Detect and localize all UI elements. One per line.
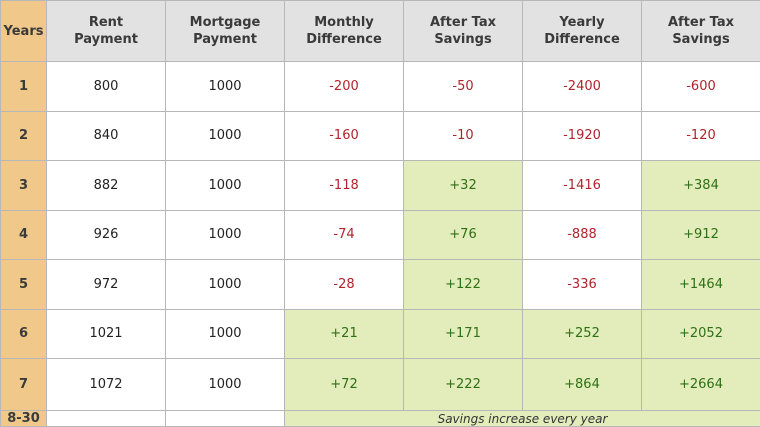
yearly-difference-cell: +252	[522, 308, 642, 360]
mortgage-cell: 1000	[165, 308, 285, 360]
yearly-savings-cell: +384	[641, 160, 760, 211]
table-row: 3 882 1000 -118 +32 -1416 +384	[0, 160, 760, 211]
table-row: 2 840 1000 -160 -10 -1920 -120	[0, 110, 760, 162]
monthly-difference-cell: +72	[284, 358, 404, 411]
year-cell: 4	[0, 209, 47, 261]
monthly-difference-cell: +21	[284, 308, 404, 360]
header-yearly-after-tax-savings: After Tax Savings	[641, 0, 760, 62]
yearly-savings-cell: +1464	[641, 259, 760, 310]
table-row-final: 8-30 Savings increase every year	[0, 410, 760, 427]
year-cell: 3	[0, 160, 47, 211]
year-cell-final: 8-30	[0, 410, 47, 427]
rent-cell: 1072	[46, 358, 166, 411]
table-row: 5 972 1000 -28 +122 -336 +1464	[0, 259, 760, 310]
monthly-savings-cell: -50	[403, 61, 523, 112]
yearly-difference-cell: -336	[522, 259, 642, 310]
rent-cell: 972	[46, 259, 166, 310]
table-body: 1 800 1000 -200 -50 -2400 -600 2 840 1000 -160 -10-…	[0, 61, 760, 411]
table-row: 7 1072 1000 +72 +222 +864 +2664	[0, 358, 760, 411]
monthly-savings-cell: +122	[403, 259, 523, 310]
mortgage-cell: 1000	[165, 209, 285, 261]
rent-cell: 1021	[46, 308, 166, 360]
yearly-difference-cell: -2400	[522, 61, 642, 112]
yearly-savings-cell: -600	[641, 61, 760, 112]
yearly-difference-cell: -1416	[522, 160, 642, 211]
mortgage-cell: 1000	[165, 358, 285, 411]
rent-cell: 840	[46, 110, 166, 162]
yearly-savings-cell: +2664	[641, 358, 760, 411]
year-cell: 5	[0, 259, 47, 310]
rent-cell: 800	[46, 61, 166, 112]
header-monthly-difference: Monthly Difference	[284, 0, 404, 62]
mortgage-cell: 1000	[165, 110, 285, 162]
header-mortgage-payment: Mortgage Payment	[165, 0, 285, 62]
mortgage-cell-final	[165, 410, 285, 427]
header-rent-payment: Rent Payment	[46, 0, 166, 62]
year-cell: 7	[0, 358, 47, 411]
year-cell: 1	[0, 61, 47, 112]
yearly-difference-cell: -888	[522, 209, 642, 261]
yearly-difference-cell: +864	[522, 358, 642, 411]
mortgage-cell: 1000	[165, 259, 285, 310]
yearly-savings-cell: +912	[641, 209, 760, 261]
header-yearly-difference: Yearly Difference	[522, 0, 642, 62]
monthly-difference-cell: -28	[284, 259, 404, 310]
rent-cell-final	[46, 410, 166, 427]
year-cell: 6	[0, 308, 47, 360]
monthly-savings-cell: +222	[403, 358, 523, 411]
table-row: 6 1021 1000 +21 +171 +252 +2052	[0, 308, 760, 360]
monthly-difference-cell: -160	[284, 110, 404, 162]
savings-note: Savings increase every year	[284, 410, 760, 427]
mortgage-cell: 1000	[165, 61, 285, 112]
mortgage-cell: 1000	[165, 160, 285, 211]
monthly-difference-cell: -74	[284, 209, 404, 261]
table-row: 1 800 1000 -200 -50 -2400 -600	[0, 61, 760, 112]
table-row: 4 926 1000 -74 +76 -888 +912	[0, 209, 760, 261]
yearly-difference-cell: -1920	[522, 110, 642, 162]
rent-cell: 882	[46, 160, 166, 211]
monthly-difference-cell: -118	[284, 160, 404, 211]
yearly-savings-cell: -120	[641, 110, 760, 162]
header-years: Years	[0, 0, 47, 62]
monthly-difference-cell: -200	[284, 61, 404, 112]
monthly-savings-cell: +76	[403, 209, 523, 261]
monthly-savings-cell: +171	[403, 308, 523, 360]
rent-cell: 926	[46, 209, 166, 261]
header-monthly-after-tax-savings: After Tax Savings	[403, 0, 523, 62]
monthly-savings-cell: +32	[403, 160, 523, 211]
header-row: Years Rent Payment Mortgage Payment Monthl…	[0, 0, 760, 62]
monthly-savings-cell: -10	[403, 110, 523, 162]
yearly-savings-cell: +2052	[641, 308, 760, 360]
year-cell: 2	[0, 110, 47, 162]
